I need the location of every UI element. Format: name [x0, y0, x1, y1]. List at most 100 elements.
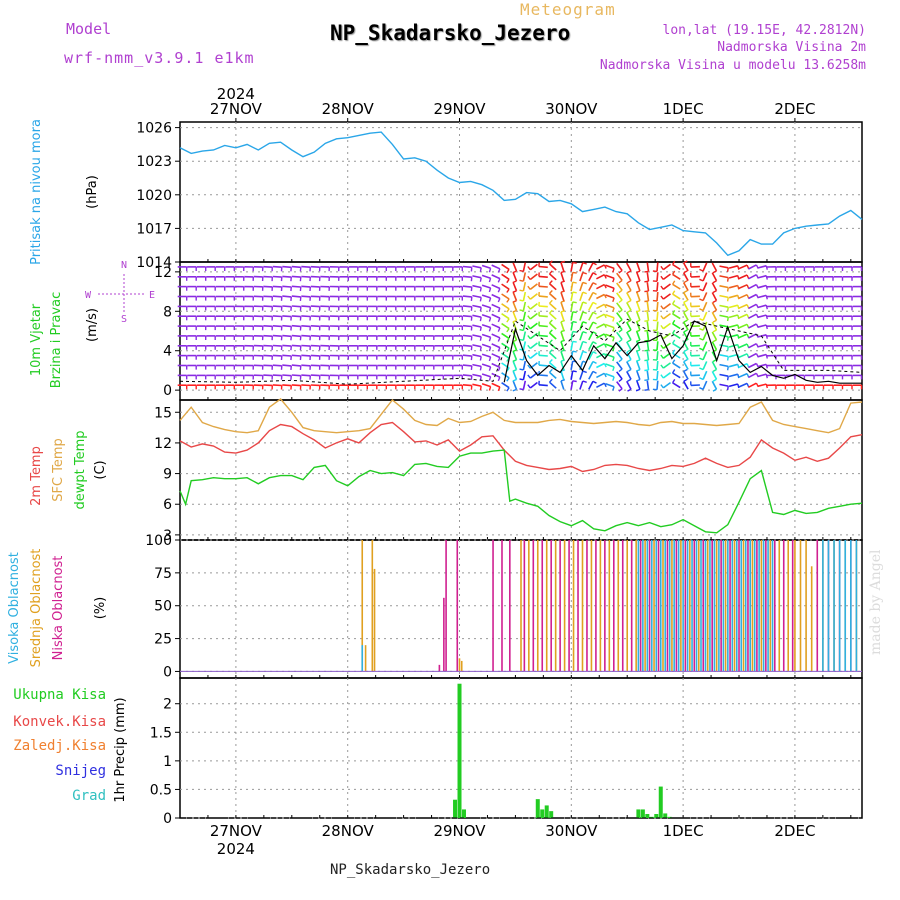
- wind-barb: [711, 262, 718, 272]
- wind-barb-flag: [560, 339, 566, 343]
- wind-barb-flag: [765, 305, 768, 310]
- wind-barb: [570, 272, 574, 282]
- wind-barb: [702, 341, 708, 351]
- wind-barb: [748, 362, 757, 369]
- ylabel-dewpoint: dewpt Temp: [73, 430, 88, 509]
- wind-barb: [672, 273, 681, 280]
- wind-barb-flag: [644, 320, 649, 322]
- wind-barb-flag: [582, 271, 587, 275]
- x-tick-label-top: 29NOV: [433, 100, 486, 118]
- wind-barb: [588, 292, 594, 301]
- wind-barb-flag: [497, 376, 501, 382]
- y-tick-label: 50: [154, 599, 172, 615]
- legend-south: S: [121, 314, 127, 325]
- wind-barb-flag: [627, 368, 632, 373]
- wind-barb-flag: [572, 350, 577, 353]
- wind-barb-flag: [560, 359, 566, 362]
- wind-barb-flag: [512, 349, 517, 353]
- wind-barb: [748, 264, 757, 270]
- wind-barb-flag: [527, 266, 531, 271]
- wind-barb-flag: [644, 379, 649, 381]
- wind-barb: [757, 265, 767, 269]
- wind-barb-flag: [726, 316, 729, 322]
- y-tick-label: 1026: [136, 121, 172, 137]
- wind-barb-flag: [699, 318, 704, 321]
- wind-barb-flag: [506, 347, 510, 353]
- wind-barb-flag: [527, 384, 531, 389]
- wind-barb: [529, 342, 538, 350]
- wind-barb: [512, 301, 518, 311]
- wind-barb-flag: [592, 311, 597, 315]
- wind-barb: [672, 313, 681, 320]
- wind-barb-flag: [582, 350, 587, 354]
- wind-barb-flag: [635, 388, 641, 392]
- wind-barb: [728, 363, 739, 368]
- wind-barb-flag: [627, 358, 632, 363]
- wind-barb: [529, 302, 538, 310]
- wind-barb: [625, 331, 632, 341]
- wind-barb-flag: [572, 320, 577, 324]
- wind-barb-flag: [618, 338, 623, 343]
- wind-barb-flag: [765, 374, 768, 379]
- precip-bar: [540, 809, 545, 818]
- wind-barb: [501, 263, 510, 271]
- wind-barb-flag: [726, 267, 729, 272]
- wind-barb-flag: [699, 357, 704, 361]
- ylabel-t2m: 2m Temp: [29, 446, 44, 506]
- wind-barb: [588, 311, 594, 321]
- wind-barb-flag: [592, 331, 597, 335]
- precip-bar: [549, 811, 554, 818]
- wind-barb: [625, 272, 632, 282]
- wind-barb-flag: [548, 290, 553, 294]
- wind-barb: [605, 274, 615, 280]
- wind-barb-flag: [572, 330, 577, 333]
- wind-barb: [538, 305, 548, 308]
- wind-barb-flag: [527, 325, 531, 330]
- wind-barb: [662, 381, 671, 389]
- wind-barb-flag: [603, 303, 607, 309]
- wind-barb: [501, 382, 510, 389]
- wind-barb: [522, 301, 527, 311]
- wind-barb: [636, 301, 641, 311]
- y-tick-label: 1017: [136, 221, 172, 237]
- wind-barb: [596, 342, 605, 349]
- wind-barb: [728, 373, 739, 378]
- wind-barb: [472, 265, 482, 269]
- wind-barb: [656, 321, 659, 331]
- wind-barb-flag: [488, 317, 492, 322]
- wind-barb: [529, 312, 538, 320]
- wind-barb-flag: [671, 280, 676, 285]
- wind-barb: [310, 305, 320, 308]
- wind-barb: [588, 341, 594, 351]
- wind-barb: [579, 331, 584, 341]
- wind-barb: [728, 304, 739, 309]
- wind-barb: [596, 303, 605, 310]
- wind-barb: [481, 274, 491, 279]
- wind-barb: [646, 341, 650, 351]
- wind-barb: [291, 295, 301, 298]
- wind-barb: [605, 264, 615, 270]
- wind-barb: [702, 272, 708, 282]
- wind-barb-flag: [572, 271, 577, 274]
- x-tick-label-bottom: 2DEC: [774, 822, 815, 840]
- wind-barb-flag: [672, 339, 676, 344]
- wind-barb: [702, 311, 708, 321]
- wind-barb: [728, 353, 739, 358]
- wind-barb-flag: [683, 349, 688, 353]
- wind-barb-flag: [512, 280, 517, 284]
- wind-barb: [625, 302, 632, 311]
- wind-barb-flag: [548, 359, 553, 363]
- wind-barb: [472, 344, 482, 348]
- wind-barb: [272, 325, 282, 328]
- wind-barb: [272, 354, 282, 357]
- wind-barb: [616, 302, 623, 311]
- y-tick-label: 15: [154, 405, 172, 421]
- wind-barb: [522, 321, 527, 331]
- wind-barb-flag: [712, 280, 717, 284]
- wind-barb: [588, 361, 594, 370]
- wind-barb: [616, 381, 623, 390]
- wind-barb: [702, 361, 708, 370]
- wind-barb: [646, 282, 650, 292]
- wind-barb-flag: [560, 260, 566, 264]
- wind-barb: [491, 362, 501, 369]
